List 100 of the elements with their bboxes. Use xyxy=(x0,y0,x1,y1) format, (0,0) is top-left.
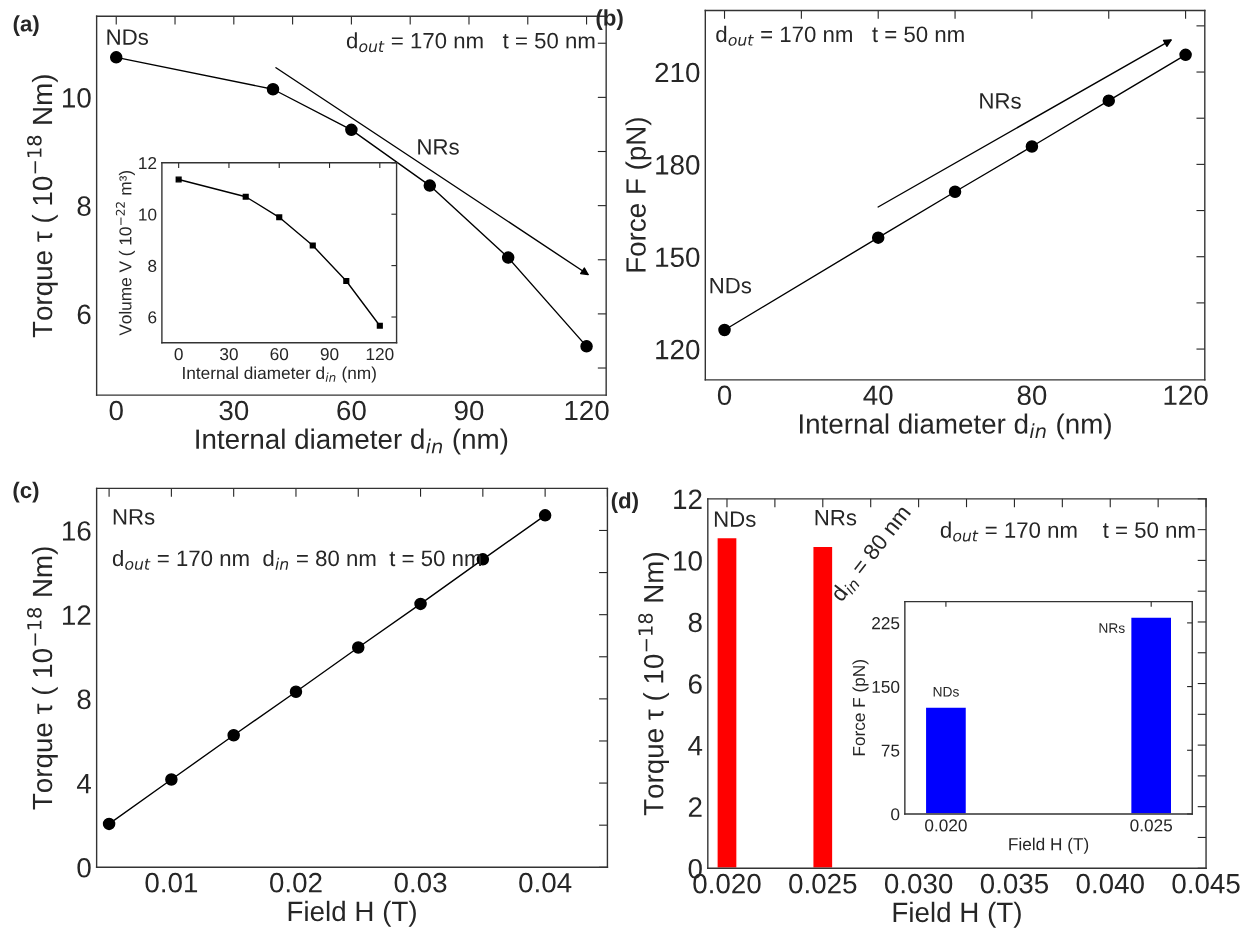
y-axis-title: Torque τ ( 10$^{−18}$ Nm) xyxy=(26,547,58,810)
annotation: NRs xyxy=(113,509,155,525)
annotation: NRs xyxy=(980,93,1021,109)
y-axis-title: Force F (pN) xyxy=(625,118,652,272)
y-tick-label: 150 xyxy=(872,680,900,693)
x-tick-label: 0.020 xyxy=(925,819,967,832)
x-tick-label: 60 xyxy=(337,400,366,421)
point xyxy=(343,277,350,285)
y-tick-label: 4 xyxy=(76,774,91,794)
annotation: NDs xyxy=(933,687,959,697)
y-tick-label: 10 xyxy=(674,551,702,571)
point xyxy=(948,185,962,199)
point xyxy=(376,322,383,329)
y-axis-title: Volume V ( 10$^{−22}$ m³) xyxy=(115,170,135,336)
y-axis-title: Force F (pN) xyxy=(852,660,869,756)
x-tick-label: 0.025 xyxy=(1130,819,1173,832)
point xyxy=(871,231,885,244)
x-tick-label: 0 xyxy=(174,348,183,361)
annotation: d$_{out}$ = 170 nm t = 50 nm xyxy=(346,32,595,53)
point xyxy=(414,597,427,611)
y-tick-label: 6 xyxy=(148,311,157,324)
x-tick-label: 40 xyxy=(863,385,893,406)
point xyxy=(345,123,358,137)
y-tick-label: 225 xyxy=(872,617,900,630)
x-tick-label: 90 xyxy=(454,400,484,421)
point xyxy=(242,193,249,200)
y-tick-label: 8 xyxy=(688,612,702,633)
point xyxy=(538,509,552,522)
x-tick-label: 0.025 xyxy=(789,873,857,894)
annotation: NDs xyxy=(107,29,149,45)
y-tick-label: 12 xyxy=(674,489,702,509)
y-tick-label: 150 xyxy=(656,247,700,268)
x-tick-label: 30 xyxy=(220,348,238,361)
y-axis-title: Torque τ ( 10$^{−18}$ Nm) xyxy=(26,75,58,338)
x-tick-label: 120 xyxy=(565,400,609,421)
annotation: d$_{out}$ = 170 nm t = 50 nm xyxy=(940,521,1195,542)
y-tick-label: 8 xyxy=(77,196,91,216)
chart-title: (a) xyxy=(13,15,39,37)
y-tick-label: 12 xyxy=(139,157,157,170)
y-tick-label: 0 xyxy=(891,808,900,821)
point xyxy=(227,729,240,742)
x-tick-label: 120 xyxy=(366,348,394,361)
x-tick-label: 0.045 xyxy=(1172,873,1240,894)
y-tick-label: 210 xyxy=(655,62,700,83)
point xyxy=(1179,48,1192,62)
x-tick-label: 0.01 xyxy=(145,872,198,893)
point xyxy=(175,176,182,183)
x-axis-title: Internal diameter d$_{in}$ (nm) xyxy=(183,366,376,383)
x-tick-label: 0.040 xyxy=(1076,873,1144,894)
x-tick-label: 0.030 xyxy=(884,873,953,894)
x-tick-label: 0.035 xyxy=(980,873,1049,894)
point xyxy=(718,323,731,337)
y-tick-label: 8 xyxy=(77,689,91,710)
point xyxy=(276,214,283,221)
point xyxy=(352,641,365,654)
x-tick-label: 120 xyxy=(1164,385,1208,406)
x-tick-label: 60 xyxy=(270,348,289,361)
x-axis-title: Internal diameter d$_{in}$ (nm) xyxy=(196,428,508,455)
chart-title: (d) xyxy=(611,492,638,513)
x-tick-label: 0.02 xyxy=(270,872,322,893)
y-axis-title: Torque τ ( 10$^{−18}$ Nm) xyxy=(638,553,669,816)
annotation: NRs xyxy=(815,509,857,526)
point xyxy=(501,251,515,264)
point xyxy=(165,773,178,786)
x-tick-label: 0.03 xyxy=(394,872,447,893)
y-tick-label: 10 xyxy=(63,88,91,108)
y-tick-label: 6 xyxy=(77,304,91,325)
x-axis-title: Field H (T) xyxy=(288,900,416,927)
x-tick-label: 0 xyxy=(717,385,732,406)
point xyxy=(1102,94,1115,107)
y-tick-label: 2 xyxy=(688,797,702,817)
point xyxy=(289,685,303,698)
annotation: d$_{out}$ = 170 nm t = 50 nm xyxy=(716,25,964,46)
point xyxy=(580,340,593,353)
x-tick-label: 90 xyxy=(320,348,339,361)
x-tick-label: 30 xyxy=(219,400,249,421)
point xyxy=(109,51,123,64)
annotation: NDs xyxy=(714,511,756,527)
y-tick-label: 16 xyxy=(63,521,91,541)
y-tick-label: 0 xyxy=(77,857,91,878)
x-axis-title: Internal diameter d$_{in}$ (nm) xyxy=(799,413,1111,440)
y-tick-label: 12 xyxy=(63,605,91,625)
point xyxy=(309,242,316,249)
x-tick-label: 0 xyxy=(109,400,123,421)
x-axis-title: Field H (T) xyxy=(1009,837,1089,854)
point xyxy=(102,817,116,831)
y-tick-label: 180 xyxy=(656,155,700,175)
x-axis-title: Field H (T) xyxy=(893,901,1021,928)
y-tick-label: 4 xyxy=(688,736,703,756)
x-tick-label: 80 xyxy=(1017,385,1047,406)
x-tick-label: 0.04 xyxy=(519,872,572,893)
y-tick-label: 6 xyxy=(688,674,702,694)
annotation: NDs xyxy=(710,277,752,294)
annotation: NRs xyxy=(418,139,459,155)
annotation: NRs xyxy=(1099,623,1125,633)
point xyxy=(266,83,280,96)
y-tick-label: 8 xyxy=(148,259,157,273)
chart-title: (c) xyxy=(13,481,39,503)
point xyxy=(1025,140,1039,153)
y-tick-label: 10 xyxy=(139,208,157,221)
